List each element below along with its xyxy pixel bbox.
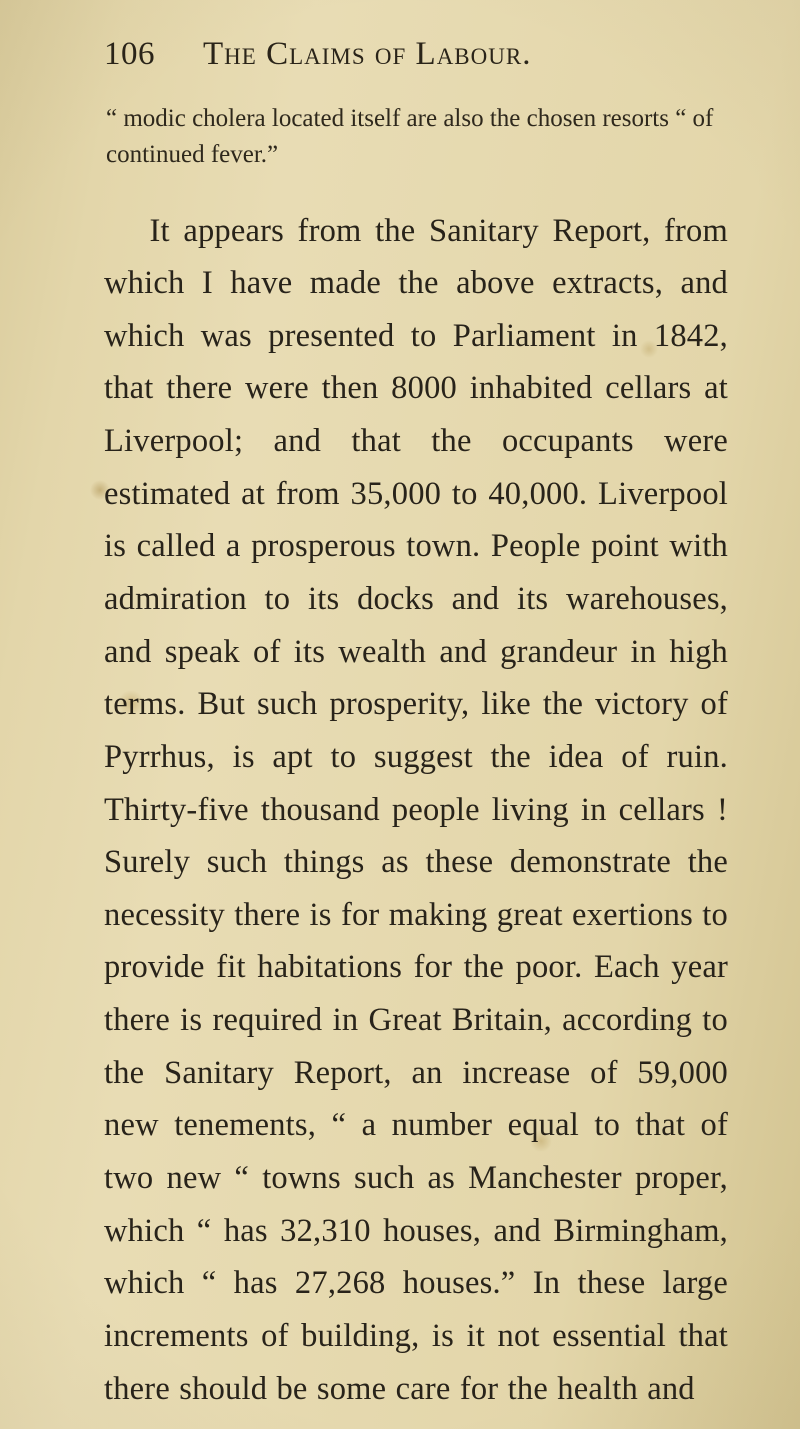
- page-header: 106 The Claims of Labour.: [104, 36, 728, 73]
- inset-quote: “ modic cholera located itself are also …: [106, 101, 726, 172]
- page-number: 106: [104, 36, 155, 73]
- book-page: 106 The Claims of Labour. “ modic choler…: [0, 0, 800, 1429]
- body-paragraph: It appears from the Sanitary Report, fro…: [104, 205, 728, 1416]
- running-title: The Claims of Labour.: [203, 36, 531, 73]
